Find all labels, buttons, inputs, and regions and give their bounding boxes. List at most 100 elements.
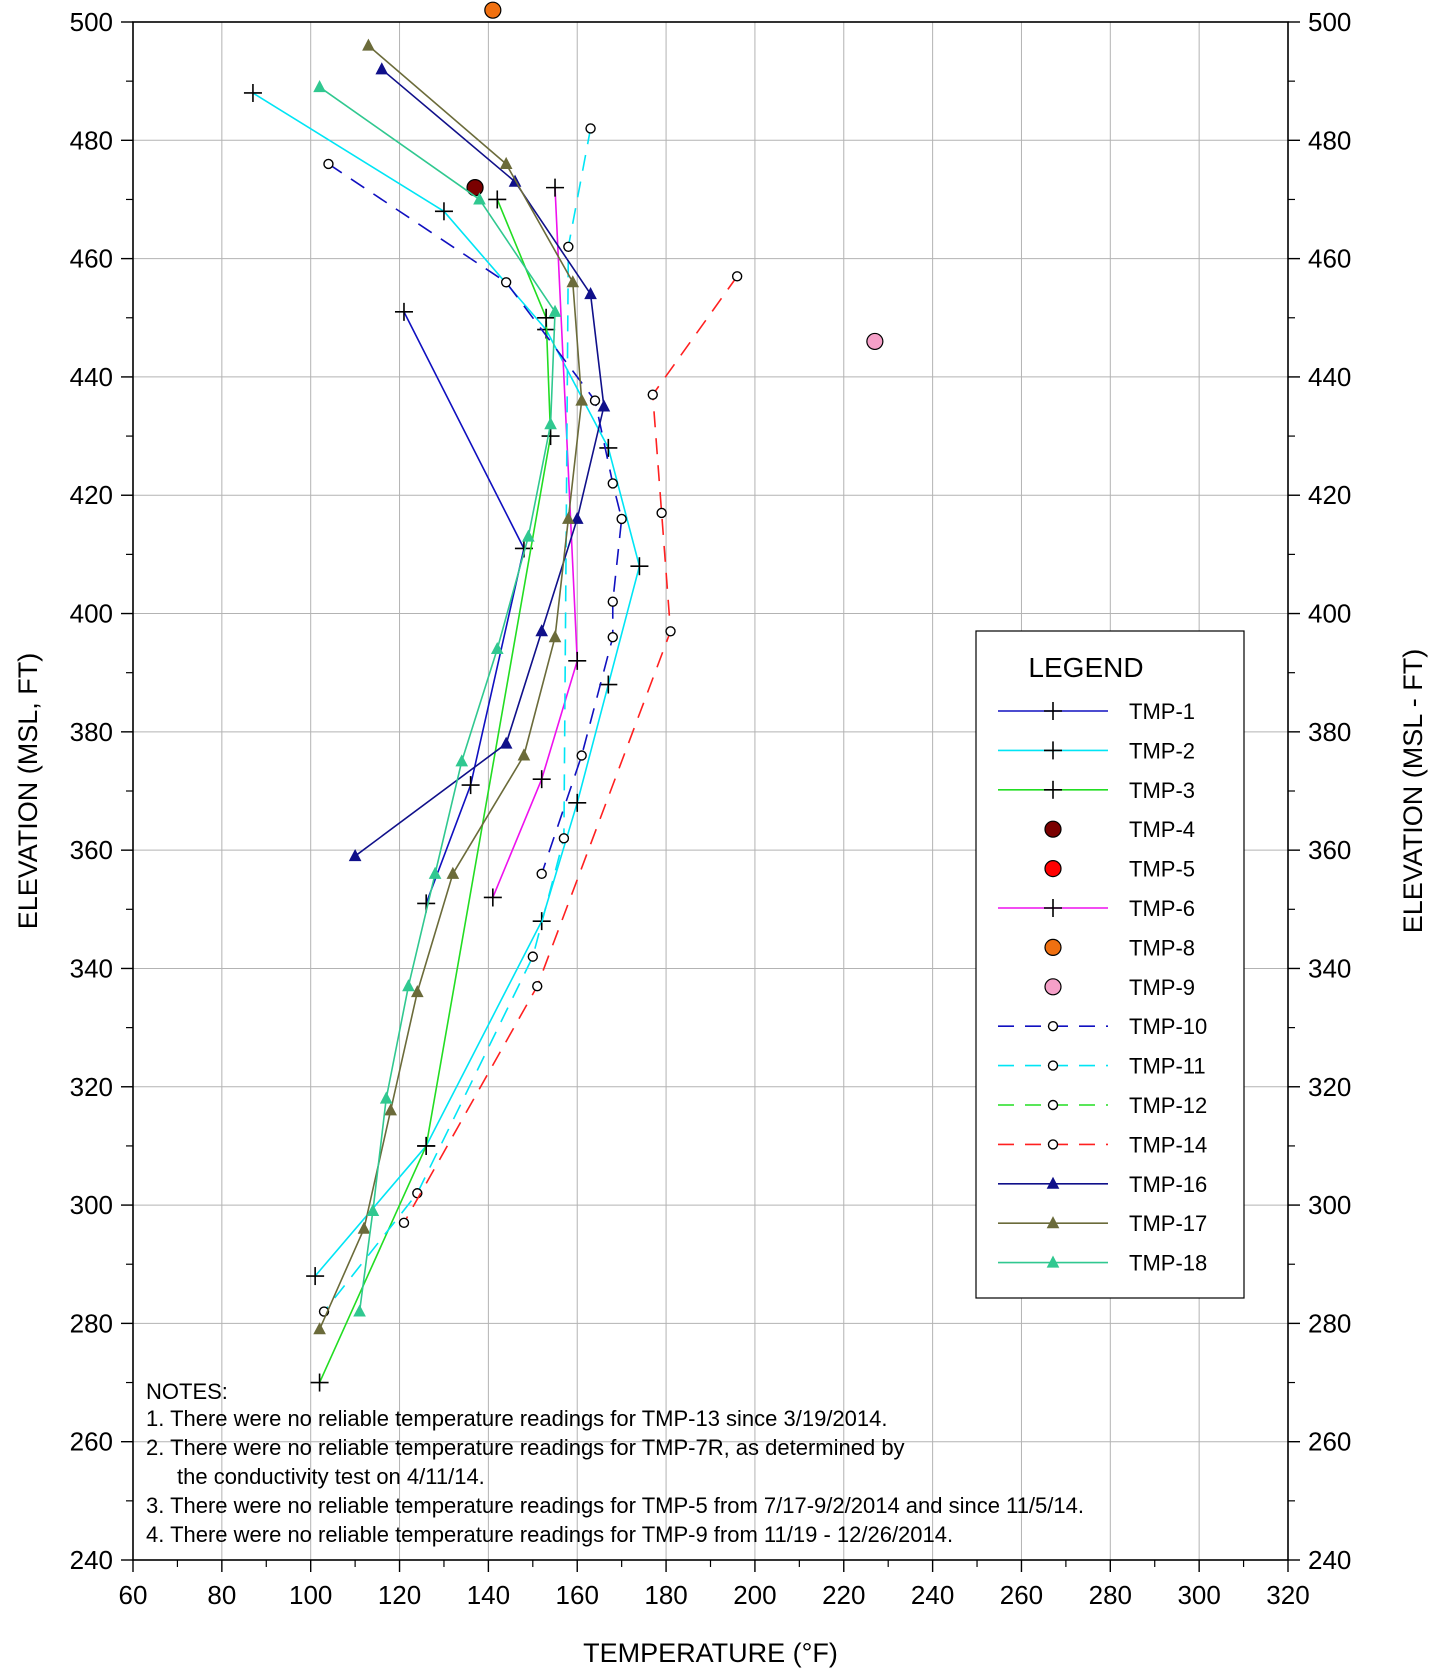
legend-item-tmp-5: TMP-5 [1044,857,1195,882]
data-point-tmp-17 [384,1103,397,1116]
y-axis-title-right: ELEVATION (MSL - FT) [1398,649,1428,934]
data-point-tmp-14 [647,389,658,400]
data-point-tmp-11 [558,833,570,844]
y-axis-title-left: ELEVATION (MSL, FT) [13,653,43,930]
series-line-tmp-2 [252,92,641,1277]
y-tick-label-left: 420 [70,480,113,510]
data-point-tmp-18 [473,192,486,205]
series-tmp-14 [398,271,743,1229]
data-point-tmp-17 [362,38,375,51]
series-line-tmp-14 [403,275,738,1224]
series-tmp-3 [310,190,560,1392]
y-tick-label-right: 340 [1308,953,1351,983]
data-point-tmp-14 [398,1217,410,1229]
series-line-tmp-17 [318,45,583,1330]
legend-swatch-marker [1044,978,1062,996]
plot-frame [132,21,1289,1561]
y-tick-label-right: 300 [1308,1190,1351,1220]
y-tick-label-left: 280 [70,1308,113,1338]
x-tick-label: 80 [207,1580,236,1610]
data-point-tmp-16 [499,736,513,749]
data-point-tmp-18 [428,866,442,879]
series-tmp-18 [313,79,562,1317]
data-point-tmp-2 [306,1267,325,1286]
data-point-tmp-2 [630,557,649,576]
legend-item-tmp-11: TMP-11 [998,1054,1206,1079]
y-tick-label-left: 360 [70,835,113,865]
data-point-tmp-10 [589,395,601,406]
data-point-tmp-6 [483,888,502,907]
data-point-tmp-18 [548,304,562,317]
x-tick-label: 160 [556,1580,599,1610]
legend-swatch-marker [1047,1060,1059,1071]
y-tick-label-right: 380 [1308,717,1351,747]
y-tick-label-left: 480 [70,125,113,155]
data-point-tmp-16 [348,848,362,862]
data-point-tmp-6 [546,178,565,197]
series-layer [243,1,884,1392]
data-point-tmp-17 [548,630,562,643]
legend-label: TMP-5 [1129,857,1195,882]
legend-swatch-marker [1047,1020,1059,1032]
data-point-tmp-16 [375,62,389,75]
data-point-tmp-18 [353,1304,366,1317]
data-point-tmp-17 [517,748,531,761]
data-point-tmp-3 [310,1373,329,1392]
data-point-tmp-14 [731,271,743,282]
x-tick-label: 280 [1089,1580,1132,1610]
legend-swatch-marker [1044,780,1062,799]
y-tick-label-right: 440 [1308,362,1351,392]
y-tick-label-left: 320 [70,1072,113,1102]
series-line-tmp-10 [328,163,623,875]
legend-label: TMP-6 [1129,896,1195,921]
legend-label: TMP-2 [1129,738,1195,763]
data-point-tmp-16 [535,624,549,637]
y-tick-label-left: 500 [70,7,113,37]
data-point-tmp-6 [532,770,551,789]
legend-swatch-marker [1047,1099,1059,1111]
legend-label: TMP-3 [1129,778,1195,803]
data-point-tmp-3 [488,190,507,209]
legend-item-tmp-8: TMP-8 [1044,935,1195,960]
data-point-tmp-17 [575,393,588,406]
data-point-tmp-17 [357,1221,371,1234]
data-point-tmp-14 [532,981,543,992]
y-tick-label-right: 240 [1308,1545,1351,1575]
data-point-tmp-10 [607,478,618,489]
legend-label: TMP-18 [1129,1251,1207,1276]
series-tmp-9 [866,332,884,351]
data-point-tmp-16 [584,287,597,300]
series-line-tmp-18 [319,86,556,1312]
data-point-tmp-16 [597,399,611,412]
data-point-tmp-17 [562,511,575,524]
series-tmp-10 [323,158,627,880]
y-tick-label-left: 440 [70,362,113,392]
data-point-tmp-10 [616,513,627,525]
y-tick-label-right: 360 [1308,835,1351,865]
y-tick-label-right: 460 [1308,244,1351,274]
x-tick-label: 200 [733,1580,776,1610]
data-point-tmp-1 [461,776,480,795]
y-tick-label-left: 300 [70,1190,113,1220]
y-tick-label-right: 320 [1308,1072,1351,1102]
data-point-tmp-14 [665,626,676,637]
y-tick-label-right: 260 [1308,1427,1351,1457]
data-point-tmp-17 [446,866,460,879]
legend-swatch-marker [1046,1176,1060,1189]
legend-swatch-marker [1044,702,1062,720]
x-tick-label: 140 [467,1580,510,1610]
data-point-tmp-16 [570,511,584,524]
data-point-tmp-17 [313,1322,326,1335]
legend-swatch-marker [1046,1255,1060,1268]
data-point-tmp-10 [323,158,334,170]
x-tick-label: 320 [1266,1580,1309,1610]
data-point-tmp-1 [394,302,413,321]
data-point-tmp-14 [656,507,667,519]
legend-box [975,630,1245,1299]
data-point-tmp-8 [484,1,502,19]
data-point-tmp-10 [500,277,512,288]
x-tick-label: 240 [911,1580,954,1610]
notes-block: NOTES:1. There were no reliable temperat… [146,1379,1084,1547]
axis-ticks [121,21,1300,1572]
